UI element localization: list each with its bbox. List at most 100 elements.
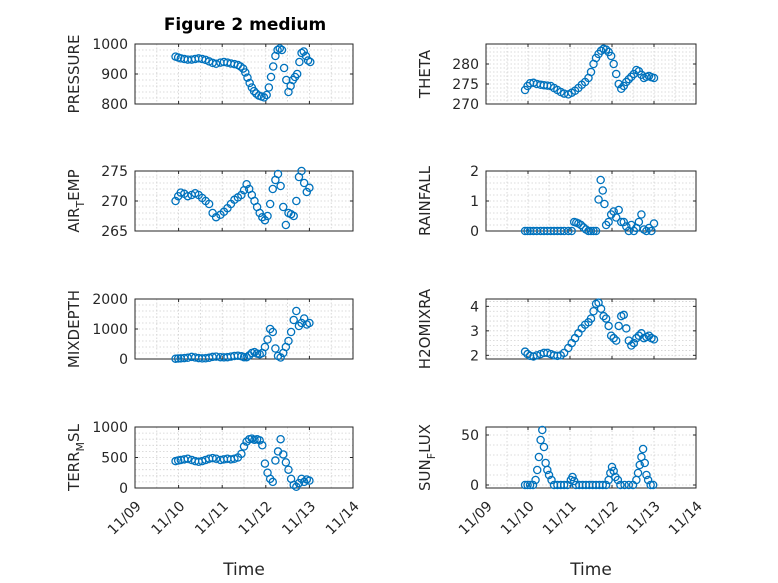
figure-title: Figure 2 medium [164, 15, 326, 35]
data-point [268, 327, 278, 337]
data-point [624, 480, 634, 490]
data-point [299, 477, 309, 487]
data-point [292, 306, 301, 316]
data-point [622, 77, 631, 87]
x-tick-label: 11/09 [105, 498, 145, 538]
data-point [604, 217, 613, 227]
data-point [567, 226, 576, 236]
data-point [305, 476, 314, 485]
data-point [559, 348, 569, 358]
data-point [646, 480, 655, 490]
data-point [649, 219, 659, 228]
data-point [258, 441, 267, 450]
data-point [281, 458, 291, 467]
data-point [260, 342, 270, 352]
data-point [273, 169, 283, 179]
data-point [211, 212, 221, 222]
y-axis-label: TERRMSL [65, 423, 87, 492]
axes-box [485, 43, 697, 105]
data-point [268, 477, 278, 487]
y-axis-label: MIXDEPTH [65, 290, 83, 368]
data-point [564, 226, 573, 236]
data-point [306, 57, 315, 67]
data-point [601, 45, 611, 54]
subplot-8: 0 50 11/09 11/10 11/11 11/12 11/13 11/14 Time SUN… [416, 424, 706, 580]
y-tick-label: 275 [101, 164, 128, 180]
data-point [278, 202, 288, 212]
data-point [260, 459, 270, 468]
data-point [284, 465, 293, 474]
subplot-2: 270 275 280 THETA [416, 43, 697, 113]
x-tick-label: 11/12 [236, 498, 276, 538]
data-point [289, 315, 298, 325]
data-point [302, 187, 312, 197]
data-point [606, 331, 616, 340]
data-point [281, 220, 291, 230]
data-point [268, 62, 278, 71]
data-point [640, 458, 650, 468]
data-point [531, 475, 540, 485]
data-point [262, 90, 271, 100]
y-tick-label: 50 [461, 428, 479, 444]
y-axis-label: THETA [416, 49, 434, 99]
data-point [297, 166, 306, 176]
data-point [616, 217, 626, 227]
data-point [534, 452, 544, 462]
y-tick-label: 500 [101, 451, 128, 467]
data-point [259, 93, 269, 102]
data-point [236, 62, 245, 71]
data-point [586, 67, 596, 77]
data-point [616, 480, 625, 490]
data-point [278, 450, 288, 459]
data-point [282, 75, 291, 85]
data-point [614, 79, 623, 89]
data-point [594, 195, 603, 204]
data-point [616, 84, 626, 94]
y-tick-label: 275 [452, 77, 479, 93]
data-point [543, 465, 552, 475]
data-point [601, 480, 611, 490]
data-point [627, 72, 636, 82]
data-point [596, 175, 605, 185]
data-point [303, 56, 313, 65]
y-tick-label: 265 [101, 224, 128, 240]
data-point [292, 196, 301, 206]
x-tick-label: 11/09 [456, 498, 496, 538]
data-point [620, 480, 629, 490]
data-point [299, 47, 308, 56]
y-axis-label: AIRTEMP [65, 169, 87, 232]
data-point [171, 354, 180, 363]
axes-box [485, 298, 697, 360]
data-point [596, 304, 606, 314]
data-point [528, 480, 538, 490]
data-point [277, 45, 287, 55]
data-point [609, 466, 618, 476]
data-point [243, 73, 252, 82]
y-tick-label: 1000 [92, 322, 128, 338]
data-point [241, 68, 250, 77]
data-point [649, 73, 659, 83]
data-point [614, 205, 623, 215]
data-point [237, 190, 246, 200]
data-point [171, 196, 180, 206]
data-point [637, 210, 646, 219]
data-point [249, 86, 259, 96]
data-point [523, 226, 532, 236]
data-point [611, 336, 621, 345]
data-point [624, 336, 634, 345]
data-point [539, 442, 549, 452]
data-point [276, 353, 285, 362]
data-point [622, 324, 631, 333]
data-point [265, 199, 275, 209]
subplot-3: 265 270 275 AIRTEMP [65, 164, 354, 240]
subplot-5: 0 1000 2000 MIXDEPTH [65, 290, 354, 368]
data-point [233, 351, 243, 360]
y-tick-label: 280 [452, 57, 479, 73]
data-point [263, 211, 272, 221]
data-point [276, 181, 285, 191]
data-point [600, 199, 609, 209]
subplot-6: 2 3 4 H2OMIXRA [416, 288, 697, 369]
y-tick-label: 1000 [92, 420, 128, 436]
data-point [292, 69, 302, 79]
y-tick-label: 0 [470, 224, 479, 240]
